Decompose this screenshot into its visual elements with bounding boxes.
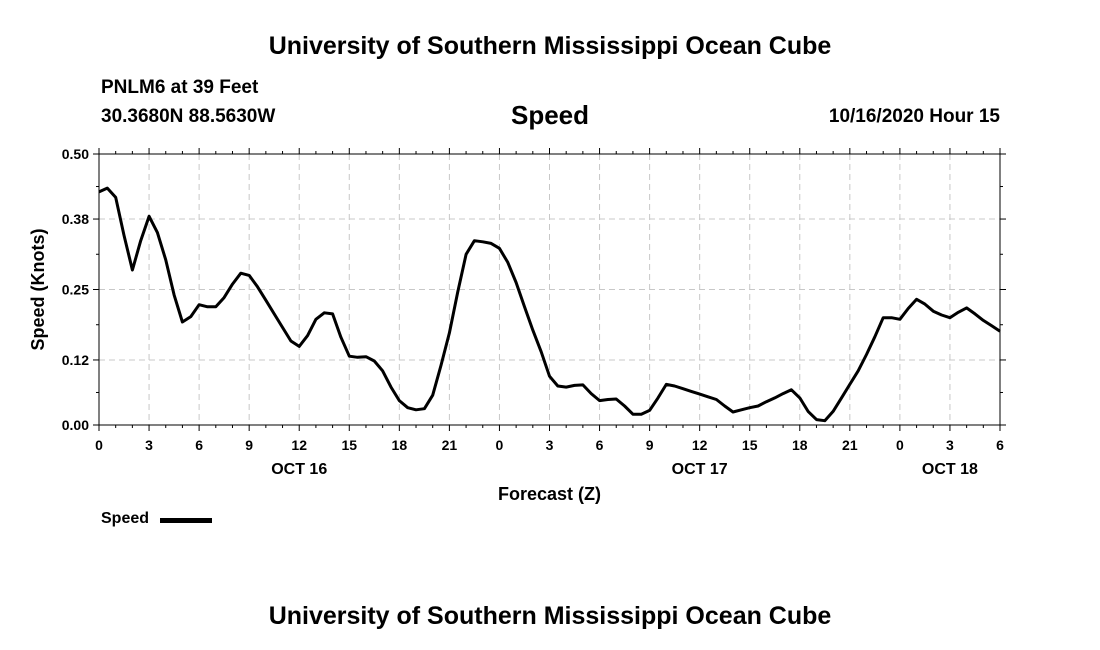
- x-tick-label: 12: [692, 437, 708, 453]
- page-title: University of Southern Mississippi Ocean…: [268, 32, 832, 60]
- x-tick-label: 3: [546, 437, 554, 453]
- y-tick-label: 0.25: [62, 282, 89, 298]
- x-tick-label: 0: [496, 437, 504, 453]
- x-tick-label: 18: [392, 437, 408, 453]
- x-tick-label: 12: [291, 437, 307, 453]
- legend-swatch: [160, 518, 212, 523]
- y-tick-label: 0.12: [62, 352, 89, 368]
- x-tick-label: 0: [95, 437, 103, 453]
- x-tick-label: 21: [442, 437, 458, 453]
- x-tick-label: 21: [842, 437, 858, 453]
- variable-title: Speed: [510, 100, 590, 130]
- x-day-label: OCT 18: [922, 461, 978, 478]
- y-axis-title: Speed (Knots): [28, 228, 48, 350]
- x-tick-label: 18: [792, 437, 808, 453]
- x-tick-label: 3: [145, 437, 153, 453]
- datetime-label: 10/16/2020 Hour 15: [828, 106, 1000, 127]
- footer-title: University of Southern Mississippi Ocean…: [268, 602, 832, 630]
- speed-series-line: [98, 186, 1001, 423]
- x-tick-label: 0: [896, 437, 904, 453]
- x-tick-label: 15: [341, 437, 357, 453]
- x-day-label: OCT 16: [271, 461, 327, 478]
- y-tick-label: 0.00: [62, 417, 89, 433]
- x-tick-label: 9: [646, 437, 654, 453]
- y-tick-label: 0.50: [62, 146, 89, 162]
- x-tick-label: 3: [946, 437, 954, 453]
- legend-label: Speed: [101, 510, 150, 527]
- x-day-label: OCT 17: [672, 461, 728, 478]
- x-tick-label: 9: [245, 437, 253, 453]
- x-tick-label: 6: [996, 437, 1004, 453]
- x-tick-label: 6: [195, 437, 203, 453]
- x-tick-label: 6: [596, 437, 604, 453]
- x-axis-title: Forecast (Z): [498, 484, 601, 504]
- location-label: 30.3680N 88.5630W: [101, 106, 276, 127]
- y-tick-label: 0.38: [62, 211, 89, 227]
- station-label: PNLM6 at 39 Feet: [101, 77, 259, 98]
- plot-frame: [98, 153, 1001, 426]
- x-tick-label: 15: [742, 437, 758, 453]
